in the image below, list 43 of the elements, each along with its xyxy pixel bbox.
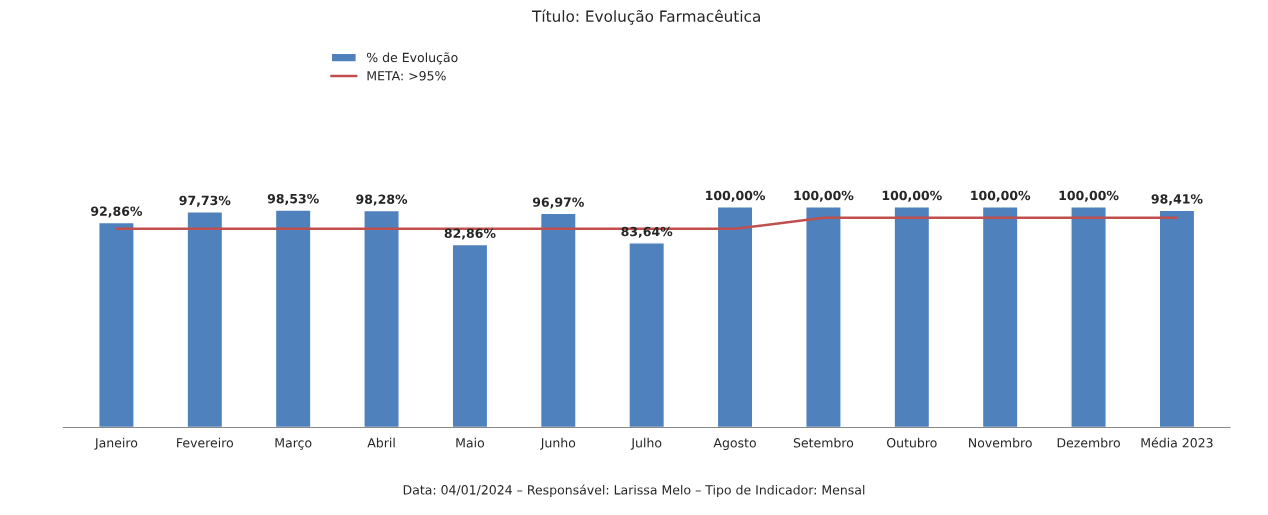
x-tick-label: Média 2023 [1141,437,1213,448]
bar [981,206,1019,428]
data-label: 100,00% [706,190,766,202]
data-label: 97,73% [179,195,231,207]
data-label: 100,00% [971,190,1031,202]
data-label: 92,86% [91,206,143,218]
x-tick-label: Dezembro [1057,437,1120,448]
x-tick-label: Novembro [969,437,1032,448]
bar [1158,209,1196,428]
bar [539,212,577,428]
x-tick-label: Outubro [887,437,937,448]
x-tick-label: Agosto [713,438,756,450]
data-label: 83,64% [621,226,673,238]
data-label: 96,97% [532,197,584,209]
data-label: 98,41% [1151,194,1203,206]
x-tick-label: Janeiro [94,437,138,450]
chart-title: Título: Evolução Farmacêutica [532,9,760,25]
x-tick-label: Fevereiro [177,437,234,448]
bar [451,243,489,428]
bar [186,211,224,428]
legend-label: META: >95% [367,71,446,81]
data-label: 100,00% [882,190,942,202]
legend-label: % de Evolução [366,52,458,65]
x-tick-label: Abril [367,437,395,448]
data-label: 100,00% [794,190,854,202]
data-label: 98,28% [356,194,408,206]
bar [274,209,312,428]
bar [363,209,400,428]
x-tick-label: Setembro [793,437,854,448]
bar [893,206,931,428]
data-label: 98,53% [267,193,319,205]
data-label: 82,86% [444,228,496,240]
bar [805,206,842,428]
x-tick-label: Junho [540,437,576,450]
data-label: 100,00% [1059,190,1119,202]
x-tick-label: Julho [630,437,662,450]
bar [716,206,754,428]
x-tick-label: Maio [456,437,485,448]
bar [98,221,135,428]
bar [628,242,666,428]
bar [1070,206,1107,428]
x-tick-label: Março [275,438,312,450]
text: Data: 04/01/2024 – Responsável: Larissa Melo – Tipo de Indicador: Mensal [403,484,865,497]
